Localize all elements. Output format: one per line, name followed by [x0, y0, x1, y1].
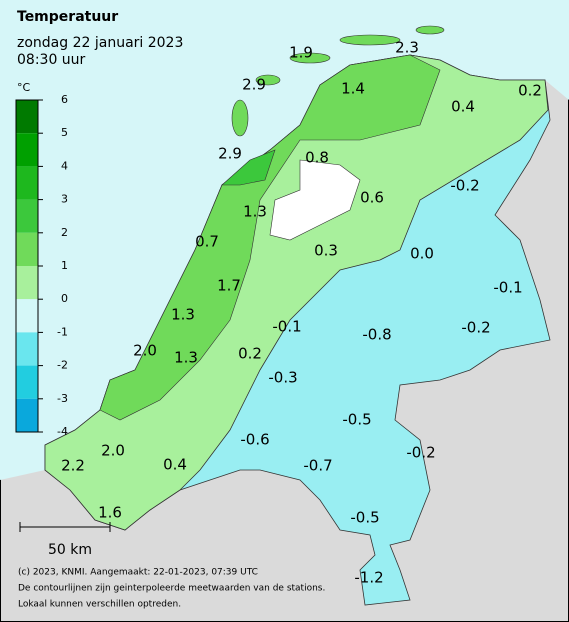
land-warmest [221, 149, 276, 186]
legend-tick-label: 6 [61, 93, 68, 106]
island [231, 99, 249, 137]
station-value: -0.5 [350, 509, 379, 527]
station-value: 1.9 [289, 44, 313, 62]
station-value: 0.3 [314, 242, 338, 260]
footer-line: Lokaal kunnen verschillen optreden. [18, 600, 181, 610]
legend-band [16, 299, 38, 333]
legend-tick-label: -3 [57, 392, 68, 405]
stations: 1.9 2.3 2.9 1.4 0.4 0.2 2.9 0.8 -0.2 0.6 1.3 0.7 0.3… [61, 39, 542, 587]
station-value: 1.3 [174, 349, 198, 367]
legend-tick-label: -4 [57, 425, 68, 438]
station-value: -0.2 [450, 177, 479, 195]
legend: 6 5 4 3 2 1 0 -1 -2 -3 -4 [15, 93, 68, 438]
station-value: 0.6 [360, 189, 384, 207]
station-value: 2.0 [133, 342, 157, 360]
scale-label: 50 km [48, 542, 92, 558]
legend-tick-label: 3 [61, 193, 68, 206]
legend-tick-label: -2 [57, 359, 68, 372]
station-value: -1.2 [354, 569, 383, 587]
sea [0, 0, 569, 480]
station-value: 1.3 [171, 306, 195, 324]
station-value: 2.9 [242, 76, 266, 94]
station-value: 1.3 [243, 203, 267, 221]
legend-tick-label: 0 [61, 292, 68, 305]
footer: (c) 2023, KNMI. Aangemaakt: 22-01-2023, … [18, 568, 325, 610]
legend-band [16, 398, 38, 432]
legend-band [16, 365, 38, 399]
date: zondag 22 januari 2023 [17, 35, 183, 51]
station-value: -0.6 [240, 431, 269, 449]
station-value: 1.7 [217, 277, 241, 295]
island [289, 52, 331, 64]
station-value: 0.8 [305, 149, 329, 167]
legend-band [16, 199, 38, 233]
legend-tick-label: 4 [61, 159, 68, 172]
legend-band [16, 266, 38, 300]
legend-band [16, 166, 38, 200]
legend-band [16, 100, 38, 134]
station-value: 1.4 [341, 80, 365, 98]
island [255, 74, 281, 86]
station-value: 2.3 [395, 39, 419, 57]
island [339, 34, 401, 46]
station-value: 2.0 [101, 442, 125, 460]
station-value: 0.2 [518, 82, 542, 100]
station-value: -0.1 [493, 279, 522, 297]
station-value: 0.7 [195, 233, 219, 251]
station-value: -0.1 [272, 318, 301, 336]
island [415, 25, 445, 35]
legend-band [16, 133, 38, 167]
station-value: -0.8 [362, 326, 391, 344]
ijsselmeer [269, 159, 361, 241]
station-value: -0.5 [342, 411, 371, 429]
title: Temperatuur [17, 9, 118, 25]
legend-tick-label: 2 [61, 226, 68, 239]
legend-tick-label: -1 [57, 325, 68, 338]
time: 08:30 uur [17, 52, 86, 68]
land-warm [99, 54, 441, 421]
station-value: 0.4 [451, 98, 475, 116]
legend-unit: °C [17, 81, 31, 94]
legend-band [16, 232, 38, 266]
station-value: 2.9 [218, 145, 242, 163]
legend-tick-label: 5 [61, 126, 68, 139]
legend-band [16, 332, 38, 366]
station-value: -0.7 [303, 457, 332, 475]
station-value: 2.2 [61, 457, 85, 475]
station-value: -0.3 [268, 369, 297, 387]
station-value: 0.2 [238, 345, 262, 363]
station-value: 0.0 [410, 245, 434, 263]
station-value: 0.4 [163, 456, 187, 474]
station-value: -0.2 [461, 319, 490, 337]
station-value: -0.2 [406, 444, 435, 462]
legend-tick-label: 1 [61, 259, 68, 272]
station-value: 1.6 [98, 504, 122, 522]
footer-line: (c) 2023, KNMI. Aangemaakt: 22-01-2023, … [18, 568, 258, 578]
footer-line: De contourlijnen zijn geinterpoleerde me… [18, 584, 325, 594]
